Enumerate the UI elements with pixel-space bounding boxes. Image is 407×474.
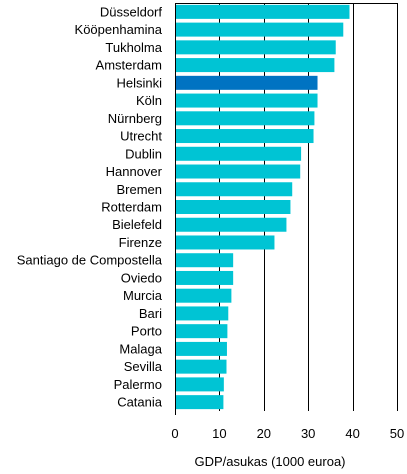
bar-helsinki xyxy=(175,75,318,90)
bar-palermo xyxy=(175,377,224,392)
bar-amsterdam xyxy=(175,58,335,73)
x-tick-labels: 0 10 20 30 40 50 xyxy=(171,426,404,441)
category-label: Dublin xyxy=(125,146,162,161)
category-label: Santiago de Compostella xyxy=(17,253,163,268)
category-label: Murcia xyxy=(123,288,163,303)
category-label: Oviedo xyxy=(121,270,162,285)
category-label: Bielefeld xyxy=(112,217,162,232)
category-label: Porto xyxy=(131,324,162,339)
x-tick-label: 20 xyxy=(257,426,271,441)
bar-malaga xyxy=(175,341,227,356)
bar-dublin xyxy=(175,146,302,161)
category-label: Amsterdam xyxy=(96,58,162,73)
category-label: Palermo xyxy=(114,377,162,392)
category-label: Nürnberg xyxy=(108,111,162,126)
category-label: Tukholma xyxy=(105,40,162,55)
category-label: Sevilla xyxy=(124,359,163,374)
category-label: Malaga xyxy=(119,341,162,356)
x-tick-label: 10 xyxy=(212,426,226,441)
category-label: Hannover xyxy=(106,164,163,179)
category-label: Helsinki xyxy=(116,75,162,90)
category-label: Bremen xyxy=(116,182,162,197)
bar-k-penhamina xyxy=(175,22,344,37)
category-label: Düsseldorf xyxy=(100,4,163,19)
bar-santiago-de-compostella xyxy=(175,253,234,268)
bar-firenze xyxy=(175,235,275,250)
bar-k-ln xyxy=(175,93,318,108)
x-tick-label: 30 xyxy=(301,426,315,441)
bar-catania xyxy=(175,395,224,410)
bar-utrecht xyxy=(175,129,314,144)
x-tick-label: 0 xyxy=(171,426,178,441)
x-tick-label: 40 xyxy=(345,426,359,441)
bar-hannover xyxy=(175,164,301,179)
bar-porto xyxy=(175,324,228,339)
bar-bari xyxy=(175,306,229,321)
category-label: Rotterdam xyxy=(101,200,162,215)
category-label: Catania xyxy=(117,395,163,410)
bar-sevilla xyxy=(175,359,227,374)
bar-d-sseldorf xyxy=(175,4,350,19)
bar-bielefeld xyxy=(175,217,287,232)
x-tick-label: 50 xyxy=(390,426,404,441)
bar-rotterdam xyxy=(175,200,291,214)
category-labels: Düsseldorf Kööpenhamina Tukholma Amsterdam H… xyxy=(17,4,163,409)
bar-oviedo xyxy=(175,270,234,285)
category-label: Bari xyxy=(139,306,162,321)
category-label: Kööpenhamina xyxy=(75,22,163,37)
category-label: Firenze xyxy=(119,235,162,250)
bars-group xyxy=(175,3,350,415)
bar-n-rnberg xyxy=(175,111,315,126)
category-label: Utrecht xyxy=(120,129,162,144)
bar-bremen xyxy=(175,182,293,197)
x-axis-label: GDP/asukas (1000 euroa) xyxy=(194,454,345,469)
category-label: Köln xyxy=(136,93,162,108)
bar-tukholma xyxy=(175,40,336,55)
bar-murcia xyxy=(175,288,232,303)
